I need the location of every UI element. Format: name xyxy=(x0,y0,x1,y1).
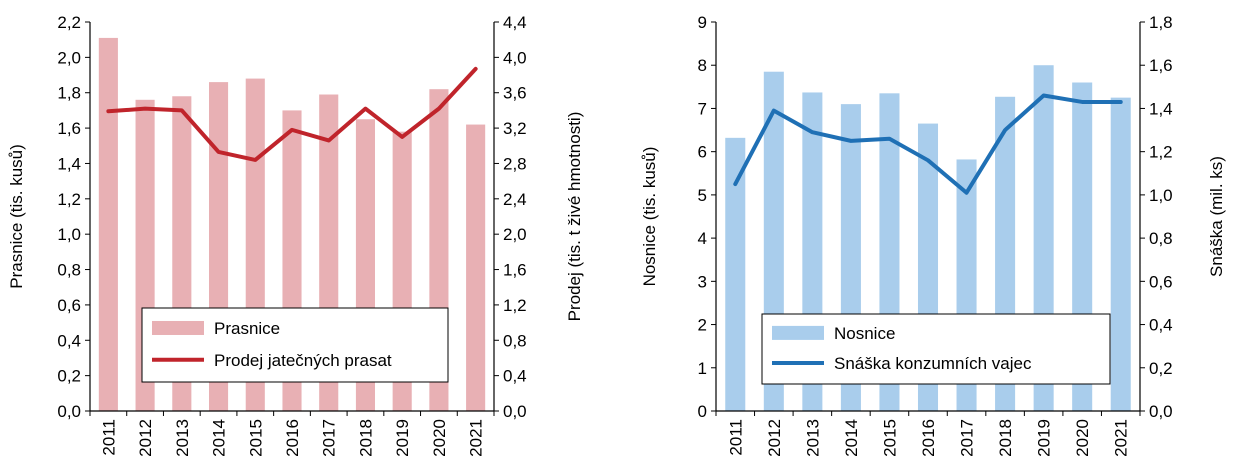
chart-prasnice: 0,0 0,2 0,4 0,6 0,8 1,0 1,2 1,4 1,6 1,8 2,0 2,2 0,0 0… xyxy=(7,13,584,457)
legend-label-bar: Prasnice xyxy=(214,319,280,338)
y-tick-label-left: 0,2 xyxy=(57,367,81,386)
y-tick-label-right: 2,8 xyxy=(503,154,527,173)
y-tick-label-left: 0,0 xyxy=(57,402,81,421)
y-tick-label-right: 3,2 xyxy=(503,119,527,138)
y-tick-label-left: 0,6 xyxy=(57,296,81,315)
y-tick-label-right: 0,4 xyxy=(1149,316,1173,335)
y-tick-label-left: 1,2 xyxy=(57,190,81,209)
legend-box xyxy=(761,313,1111,385)
y-tick-label-left: 0 xyxy=(698,402,707,421)
x-tick-label: 2016 xyxy=(919,419,938,457)
y-tick-label-left: 1,6 xyxy=(57,119,81,138)
legend-label-line: Prodej jatečných prasat xyxy=(214,351,392,370)
chart-nosnice: 0 1 2 3 4 5 6 7 8 9 0,0 0,2 0,4 0,6 0,8 1,0 1,2 1,4 1,6 1,8… xyxy=(640,13,1226,457)
y-tick-label-left: 7 xyxy=(698,99,707,118)
x-tick-label: 2020 xyxy=(1073,419,1092,457)
x-tick-label: 2018 xyxy=(356,419,375,457)
y-tick-label-left: 0,8 xyxy=(57,261,81,280)
legend-box xyxy=(141,307,449,383)
bar-2011 xyxy=(98,37,118,411)
y-tick-label-right: 2,0 xyxy=(503,225,527,244)
y-tick-label-left: 4 xyxy=(698,229,707,248)
x-tick-label: 2018 xyxy=(996,419,1015,457)
y-tick-label-left: 2,0 xyxy=(57,48,81,67)
y-tick-label-right: 0,0 xyxy=(503,402,527,421)
x-tick-label: 2015 xyxy=(880,419,899,457)
y-tick-label-right: 0,8 xyxy=(1149,229,1173,248)
y-tick-label-left: 1,8 xyxy=(57,84,81,103)
x-tick-label: 2012 xyxy=(136,419,155,457)
y-tick-label-left: 9 xyxy=(698,13,707,32)
y-tick-label-right: 4,4 xyxy=(503,13,527,32)
y-tick-label-left: 2,2 xyxy=(57,13,81,32)
y-tick-label-right: 1,6 xyxy=(503,261,527,280)
legend-label-line: Snáška konzumních vajec xyxy=(834,354,1032,373)
y-tick-label-left: 3 xyxy=(698,272,707,291)
x-tick-label: 2017 xyxy=(958,419,977,457)
y-tick-label-right: 1,2 xyxy=(503,296,527,315)
y-tick-label-right: 1,4 xyxy=(1149,99,1173,118)
x-tick-label: 2012 xyxy=(765,419,784,457)
x-tick-label: 2013 xyxy=(173,419,192,457)
y-tick-label-left: 1,0 xyxy=(57,225,81,244)
y-tick-label-right: 0,4 xyxy=(503,367,527,386)
y-tick-label-left: 2 xyxy=(698,316,707,335)
y-tick-label-right: 4,0 xyxy=(503,48,527,67)
x-tick-label: 2019 xyxy=(393,419,412,457)
y-tick-label-left: 5 xyxy=(698,186,707,205)
x-tick-label: 2017 xyxy=(320,419,339,457)
bar-2021 xyxy=(1110,97,1131,411)
x-tick-label: 2021 xyxy=(1112,419,1131,457)
y-tick-label-left: 6 xyxy=(698,143,707,162)
legend: Nosnice Snáška konzumních vajec xyxy=(761,313,1111,385)
y-tick-label-right: 1,2 xyxy=(1149,143,1173,162)
y-axis-title-right: Snáška (mil. ks) xyxy=(1207,156,1226,277)
x-tick-label: 2014 xyxy=(842,419,861,457)
y-axis-title-left: Nosnice (tis. kusů) xyxy=(640,147,659,287)
x-tick-label: 2014 xyxy=(210,419,229,457)
legend-swatch-bar xyxy=(152,320,204,335)
legend-swatch-bar xyxy=(772,325,824,340)
y-tick-label-right: 1,6 xyxy=(1149,56,1173,75)
y-axis-title-right: Prodej (tis. t živé hmotnosti) xyxy=(565,112,584,322)
y-tick-label-right: 0,2 xyxy=(1149,359,1173,378)
x-tick-label: 2021 xyxy=(467,419,486,457)
x-tick-label: 2011 xyxy=(726,419,745,456)
y-tick-label-left: 1 xyxy=(698,359,707,378)
y-axis-title-left: Prasnice (tis. kusů) xyxy=(7,144,26,289)
x-tick-label: 2015 xyxy=(246,419,265,457)
bar-2011 xyxy=(725,137,746,411)
x-tick-label: 2019 xyxy=(1035,419,1054,457)
legend: Prasnice Prodej jatečných prasat xyxy=(141,307,449,383)
y-tick-label-right: 0,0 xyxy=(1149,402,1173,421)
x-tick-label: 2013 xyxy=(803,419,822,457)
legend-label-bar: Nosnice xyxy=(834,324,895,343)
x-tick-label: 2016 xyxy=(283,419,302,457)
y-tick-label-right: 0,8 xyxy=(503,331,527,350)
y-tick-label-right: 0,6 xyxy=(1149,272,1173,291)
y-tick-label-right: 3,6 xyxy=(503,84,527,103)
bar-2021 xyxy=(466,124,486,412)
y-tick-label-left: 8 xyxy=(698,56,707,75)
y-tick-label-right: 1,0 xyxy=(1149,186,1173,205)
y-tick-label-right: 2,4 xyxy=(503,190,527,209)
y-tick-label-left: 1,4 xyxy=(57,154,81,173)
x-tick-label: 2011 xyxy=(99,419,118,456)
y-tick-label-left: 0,4 xyxy=(57,331,81,350)
x-tick-label: 2020 xyxy=(430,419,449,457)
y-tick-label-right: 1,8 xyxy=(1149,13,1173,32)
